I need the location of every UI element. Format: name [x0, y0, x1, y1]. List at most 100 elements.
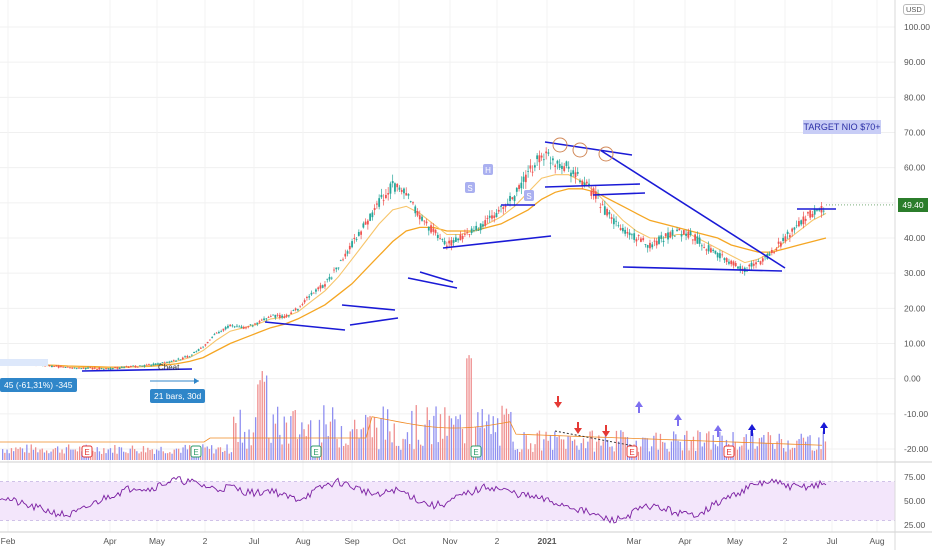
volume-bar: [481, 409, 483, 460]
volume-bar: [545, 431, 547, 460]
trend-line: [622, 266, 783, 272]
candle-body: [82, 368, 85, 369]
volume-bar: [96, 447, 98, 460]
volume-bar: [486, 421, 488, 460]
trend-line: [544, 141, 633, 156]
volume-bar: [178, 448, 180, 460]
time-tick-label: Aug: [295, 536, 310, 546]
volume-bar: [468, 355, 470, 460]
candle-body: [281, 315, 284, 318]
candle-body: [190, 354, 193, 356]
candle-body: [445, 245, 448, 247]
candle-body: [457, 238, 460, 241]
volume-bar: [457, 419, 459, 460]
candle-body: [66, 366, 69, 368]
volume-bar: [393, 423, 395, 460]
volume-bar: [558, 435, 560, 460]
volume-bar: [703, 442, 706, 460]
volume-bar: [444, 407, 446, 460]
rsi-band: [0, 481, 895, 521]
volume-bar: [532, 451, 534, 460]
volume-bar: [6, 449, 8, 460]
volume-bar: [609, 446, 611, 460]
candle-body: [635, 239, 638, 242]
candle-body: [407, 194, 410, 196]
earnings-marker-box: [310, 445, 322, 458]
candle-body: [398, 187, 401, 190]
volume-bar: [202, 444, 204, 460]
candle-body: [64, 367, 67, 368]
volume-bar: [250, 445, 252, 460]
volume-bar: [72, 449, 74, 460]
volume-bar: [446, 435, 448, 460]
candle-body: [552, 158, 554, 161]
volume-bar: [371, 437, 373, 460]
candle-body: [195, 351, 198, 353]
volume-bar: [204, 447, 206, 460]
candle-body: [466, 232, 469, 234]
candle-body: [229, 324, 232, 327]
trend-line: [341, 304, 396, 311]
candle-body: [267, 316, 270, 318]
volume-bar: [805, 441, 807, 460]
price-tick-label: 30.00: [904, 268, 926, 278]
candle-body: [172, 359, 175, 361]
candle-body: [479, 223, 482, 231]
volume-bar: [17, 449, 19, 460]
volume-bar: [246, 448, 248, 460]
volume-bar: [248, 429, 250, 460]
candle-body: [612, 218, 615, 225]
rsi-tick-label: 50.00: [904, 496, 926, 506]
volume-bar: [750, 430, 752, 460]
volume-bar: [259, 380, 261, 460]
volume-bar: [450, 418, 453, 460]
time-tick-label: Mar: [627, 536, 642, 546]
time-tick-label: 2: [203, 536, 208, 546]
buy-arrow: [714, 425, 722, 437]
candle-body: [385, 194, 387, 198]
volume-bar: [747, 449, 750, 460]
volume-bar: [367, 417, 369, 460]
volume-bar: [107, 449, 109, 460]
volume-bar: [15, 447, 17, 460]
candle-body: [473, 230, 475, 231]
volume-bar: [569, 436, 571, 460]
volume-bar: [334, 419, 336, 460]
volume-bar: [752, 433, 754, 460]
candle-body: [734, 263, 737, 267]
candle-body: [118, 367, 121, 369]
volume-bar: [598, 435, 600, 460]
candle-body: [716, 253, 719, 258]
price-tick-label: 0.00: [904, 374, 921, 384]
candle-body: [524, 174, 527, 183]
volume-bar: [171, 453, 173, 460]
volume-bar: [406, 432, 409, 460]
volume-bar: [384, 439, 387, 460]
volume-bar: [19, 447, 21, 460]
currency-badge[interactable]: USD: [903, 4, 925, 15]
volume-bar: [411, 410, 413, 460]
volume-bar: [68, 444, 70, 460]
candle-body: [364, 221, 367, 225]
candle-body: [60, 366, 62, 368]
volume-bar: [778, 433, 780, 460]
volume-bar: [268, 437, 270, 460]
candle-body: [631, 234, 633, 236]
candle-body: [628, 232, 631, 236]
volume-bar: [252, 432, 255, 460]
volume-bar: [662, 441, 664, 460]
candle-body: [793, 227, 796, 230]
candle-body: [312, 292, 315, 294]
volume-bar: [39, 449, 41, 460]
volume-bar: [600, 445, 602, 460]
volume-bar: [402, 438, 404, 460]
volume-bar: [358, 438, 360, 460]
candle-body: [193, 352, 195, 354]
volume-bar: [261, 371, 263, 460]
volume-bar: [336, 438, 338, 460]
volume-bar: [490, 434, 492, 460]
volume-bar: [32, 449, 35, 460]
volume-bar: [219, 447, 222, 460]
candle-body: [703, 247, 706, 248]
